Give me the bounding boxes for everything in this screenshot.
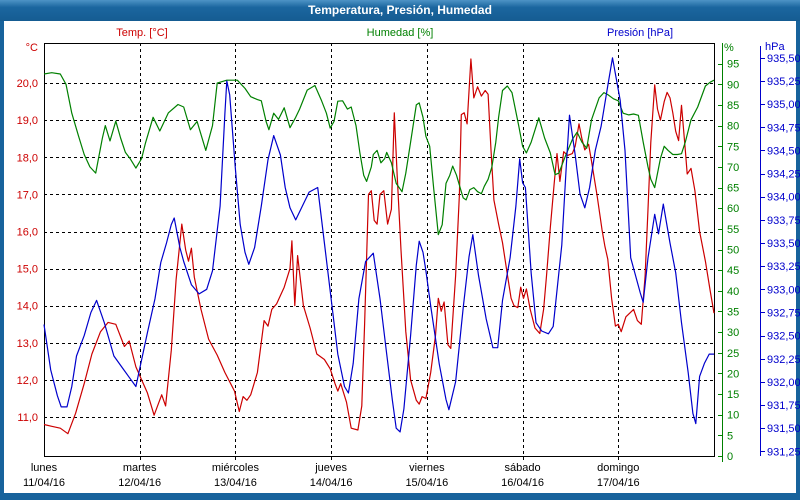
x-date-label: 13/04/16 [214,477,257,489]
x-day-label: martes [123,462,157,474]
x-day-label: lunes [31,462,58,474]
pressure-tick-label: 934,75 [767,122,800,134]
x-date-label: 12/04/16 [118,477,161,489]
temp-tick-label: 12,0 [17,375,38,387]
x-day-label: viernes [409,462,445,474]
pressure-tick-label: 933,00 [767,284,800,296]
humidity-axis-title: % [724,42,734,54]
pressure-tick-label: 934,50 [767,145,800,157]
pressure-axis [760,46,765,456]
humidity-tick-label: 45 [727,265,739,277]
plot-border [44,43,715,457]
pressure-tick-label: 931,75 [767,400,800,412]
x-date-label: 16/04/16 [501,477,544,489]
humidity-tick-label: 10 [727,410,739,422]
window-title: Temperatura, Presión, Humedad [308,3,492,17]
x-date-label: 15/04/16 [405,477,448,489]
pressure-tick-label: 935,00 [767,99,800,111]
legend-pressure: Presión [hPa] [606,27,674,39]
x-day-label: sábado [505,462,541,474]
humidity-tick-label: 70 [727,162,739,174]
temp-axis-title: °C [26,42,38,54]
legend-temperature: Temp. [°C] [116,27,168,39]
legend-humidity: Humedad [%] [366,27,434,39]
humidity-tick-label: 25 [727,348,739,360]
temp-tick-label: 16,0 [17,227,38,239]
x-date-label: 11/04/16 [23,477,65,489]
temp-tick-label: 14,0 [17,301,38,313]
pressure-tick-label: 933,50 [767,238,800,250]
x-date-label: 14/04/16 [310,477,353,489]
humidity-axis [718,43,723,462]
temperature-series-line [43,58,715,435]
title-bar: Temperatura, Presión, Humedad [0,0,800,21]
pressure-tick-label: 934,00 [767,192,800,204]
x-day-label: jueves [314,462,347,474]
humidity-tick-label: 40 [727,286,739,298]
temp-tick-label: 11,0 [17,412,38,424]
pressure-tick-label: 933,75 [767,215,800,227]
chart-area: Temp. [°C] Humedad [%] Presión [hPa] [4,21,796,493]
humidity-tick-label: 15 [727,389,739,401]
humidity-tick-label: 50 [727,245,739,257]
temp-tick-label: 17,0 [17,189,38,201]
humidity-tick-label: 80 [727,121,739,133]
humidity-tick-label: 95 [727,59,739,71]
humidity-tick-label: 5 [727,430,733,442]
temp-tick-label: 15,0 [17,264,38,276]
pressure-tick-label: 935,25 [767,76,800,88]
pressure-axis-title: hPa [765,41,785,53]
pressure-tick-label: 932,75 [767,307,800,319]
pressure-tick-label: 934,25 [767,169,800,181]
humidity-tick-label: 65 [727,183,739,195]
humidity-tick-label: 20 [727,368,739,380]
humidity-tick-label: 90 [727,79,739,91]
pressure-tick-label: 931,25 [767,446,800,458]
pressure-tick-label: 935,50 [767,53,800,65]
humidity-tick-label: 55 [727,224,739,236]
humidity-tick-label: 35 [727,306,739,318]
temp-tick-label: 18,0 [17,152,38,164]
temp-tick-label: 20,0 [17,78,38,90]
pressure-tick-label: 931,50 [767,423,800,435]
pressure-tick-label: 932,25 [767,354,800,366]
humidity-tick-label: 60 [727,203,739,215]
humidity-tick-label: 30 [727,327,739,339]
temp-tick-label: 19,0 [17,115,38,127]
humidity-tick-label: 85 [727,100,739,112]
pressure-series-line [43,57,714,433]
x-date-label: 17/04/16 [597,477,640,489]
humidity-tick-label: 75 [727,141,739,153]
pressure-tick-label: 932,00 [767,377,800,389]
x-day-label: domingo [597,462,639,474]
humidity-tick-label: 0 [727,451,733,463]
vertical-gridlines [140,43,619,456]
horizontal-gridlines [44,83,714,418]
x-day-label: miércoles [212,462,260,474]
pressure-tick-label: 932,50 [767,331,800,343]
pressure-tick-label: 933,25 [767,261,800,273]
temp-tick-label: 13,0 [17,338,38,350]
